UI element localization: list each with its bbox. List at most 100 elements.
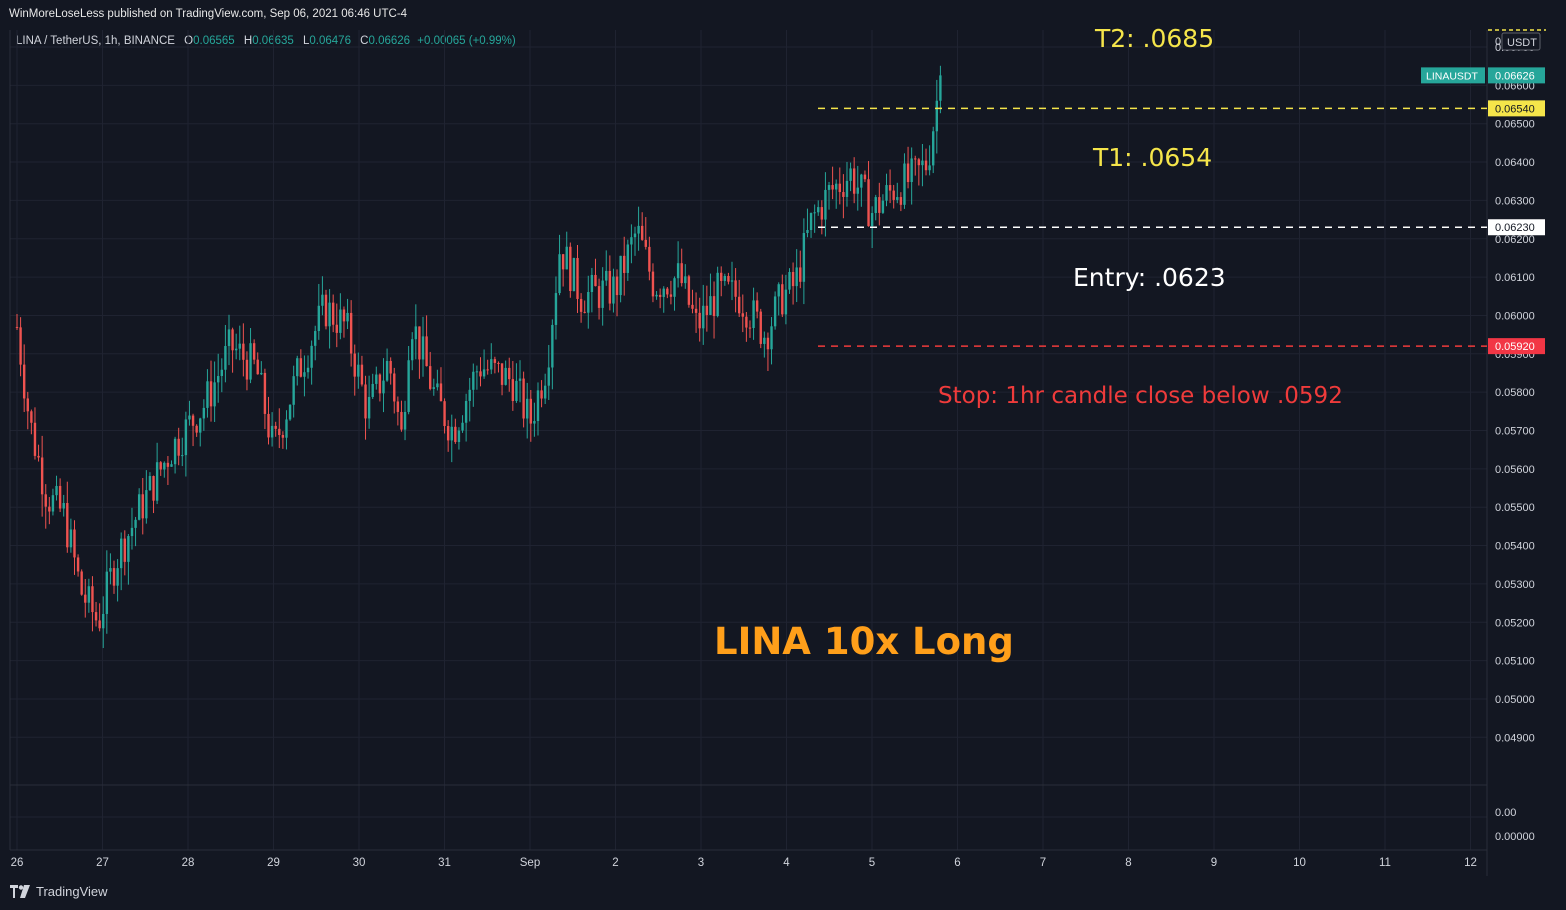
candle — [163, 461, 166, 478]
candle-body — [98, 620, 101, 629]
candle-body — [155, 462, 159, 501]
candle — [80, 569, 83, 596]
candle — [281, 431, 285, 449]
candle — [705, 285, 709, 332]
published-by-text: WinMoreLoseLess published on TradingView… — [9, 8, 408, 20]
candle-body — [755, 300, 759, 312]
price-tick-label: 0.05000 — [1495, 694, 1535, 706]
candle — [274, 421, 277, 437]
candle — [461, 415, 464, 433]
candle-body — [267, 413, 270, 438]
candle-body — [734, 280, 737, 297]
target-1-label: T1: .0654 — [1093, 143, 1213, 172]
candle — [314, 325, 317, 361]
candle — [396, 396, 400, 426]
candle-body — [608, 270, 612, 304]
candle-body — [396, 401, 400, 412]
last-symbol-tag-bg — [1421, 67, 1485, 84]
candle-body — [421, 336, 425, 360]
candle-body — [119, 538, 123, 569]
candle — [856, 165, 859, 211]
target-1-price-tag-bg — [1488, 100, 1545, 117]
candle — [357, 352, 360, 389]
candle — [421, 316, 425, 377]
candle — [924, 148, 928, 176]
candle-body — [249, 343, 252, 380]
candle — [939, 65, 942, 114]
candle-body — [112, 568, 116, 586]
candle-body — [234, 348, 238, 351]
candle — [278, 408, 281, 449]
candle-body — [903, 163, 906, 205]
candle — [55, 475, 58, 501]
candle — [260, 361, 263, 376]
candle-body — [457, 430, 461, 442]
stop-label: Stop: 1hr candle close below .0592 — [938, 383, 1343, 409]
candle-body — [443, 401, 446, 427]
candle — [188, 400, 191, 426]
candle — [324, 289, 328, 330]
candle-body — [921, 160, 924, 166]
candle — [116, 559, 119, 602]
tradingview-brand: TradingView — [36, 884, 108, 899]
candle — [199, 417, 202, 447]
last-price-tag-bg — [1488, 67, 1545, 84]
candle-body — [874, 197, 877, 214]
high-value: 0.06635 — [252, 35, 294, 47]
candle — [716, 266, 719, 318]
candle — [561, 253, 565, 287]
time-tick-label: Sep — [520, 857, 540, 869]
candle-body — [917, 159, 921, 166]
time-tick-label: 5 — [869, 857, 875, 869]
lower-pane-tick: 0.00000 — [1495, 831, 1535, 843]
candle-body — [763, 337, 766, 344]
candle-body — [206, 381, 209, 408]
currency-box — [1501, 32, 1541, 51]
candle-body — [932, 131, 935, 166]
candle-body — [428, 366, 432, 389]
candle-body — [331, 302, 335, 325]
candle — [903, 153, 906, 209]
low-label: L — [302, 35, 310, 47]
candle — [860, 173, 863, 207]
candle — [220, 358, 224, 393]
candle-body — [209, 381, 213, 407]
time-tick-label: 12 — [1464, 857, 1477, 869]
candle-body — [69, 529, 73, 548]
candle-body — [425, 336, 428, 367]
candle-body — [533, 420, 536, 424]
candle — [608, 255, 612, 311]
candle-body — [346, 312, 349, 322]
tradingview-logo[interactable]: TradingView — [10, 884, 108, 899]
candle-body — [741, 313, 744, 317]
candle-body — [522, 378, 525, 419]
candle — [658, 288, 662, 309]
candle — [745, 311, 748, 342]
time-tick-label: 29 — [267, 857, 280, 869]
candle — [680, 248, 683, 287]
candle-body — [788, 272, 791, 290]
candle — [576, 245, 579, 314]
candle-body — [845, 180, 849, 197]
candle — [134, 516, 137, 547]
candle-body — [626, 244, 630, 273]
candle — [112, 560, 116, 594]
candle — [443, 398, 446, 434]
candle-body — [80, 571, 83, 595]
candle — [849, 162, 852, 192]
candle — [371, 373, 374, 399]
candle-body — [795, 267, 798, 287]
candle — [766, 332, 770, 372]
candle — [98, 603, 101, 632]
candle-body — [540, 390, 543, 399]
candle-body — [33, 422, 37, 456]
candle — [33, 407, 37, 460]
candle — [87, 578, 91, 613]
candle — [389, 357, 392, 385]
candle-body — [676, 263, 680, 279]
candle-body — [281, 434, 285, 438]
candle-body — [784, 289, 788, 315]
price-chart[interactable]: 0.067000.066000.065000.064000.063000.062… — [0, 0, 1566, 876]
candle — [551, 319, 554, 390]
candle-body — [554, 293, 558, 325]
